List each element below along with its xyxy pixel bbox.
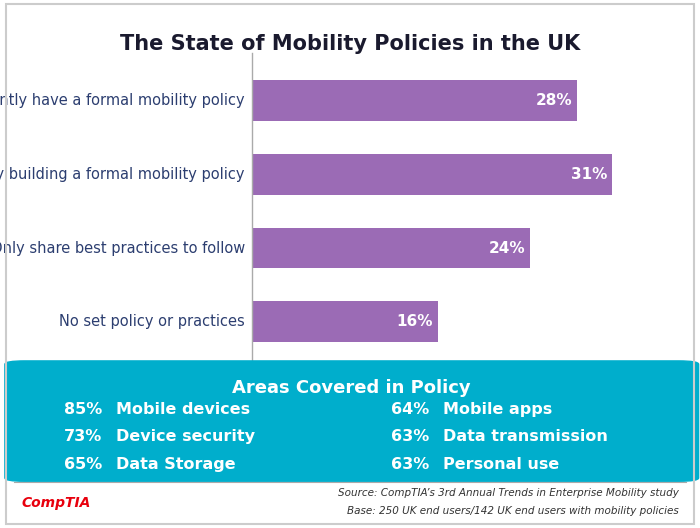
- Text: Device security: Device security: [116, 429, 255, 445]
- Text: 64%: 64%: [391, 402, 429, 417]
- Text: 73%: 73%: [64, 429, 102, 445]
- Text: Currently building a formal mobility policy: Currently building a formal mobility pol…: [0, 167, 245, 182]
- Text: Only share best practices to follow: Only share best practices to follow: [0, 241, 245, 256]
- Text: Mobile devices: Mobile devices: [116, 402, 251, 417]
- FancyBboxPatch shape: [5, 361, 699, 481]
- Text: Personal use: Personal use: [443, 457, 559, 472]
- Text: 16%: 16%: [396, 314, 433, 329]
- Text: Data transmission: Data transmission: [443, 429, 608, 445]
- Text: Base: 250 UK end users/142 UK end users with mobility policies: Base: 250 UK end users/142 UK end users …: [347, 506, 679, 516]
- Text: 63%: 63%: [391, 429, 429, 445]
- Text: Mobile apps: Mobile apps: [443, 402, 552, 417]
- Text: Areas Covered in Policy: Areas Covered in Policy: [232, 379, 471, 397]
- Text: 24%: 24%: [489, 241, 526, 256]
- Bar: [252, 154, 612, 195]
- Bar: [252, 228, 531, 268]
- Text: Currently have a formal mobility policy: Currently have a formal mobility policy: [0, 93, 245, 108]
- Text: 63%: 63%: [391, 457, 429, 472]
- Text: Source: CompTIA’s 3rd Annual Trends in Enterprise Mobility study: Source: CompTIA’s 3rd Annual Trends in E…: [338, 488, 679, 498]
- Text: The State of Mobility Policies in the UK: The State of Mobility Policies in the UK: [120, 34, 580, 54]
- Bar: [252, 80, 577, 121]
- Text: Data Storage: Data Storage: [116, 457, 236, 472]
- Text: 31%: 31%: [570, 167, 607, 182]
- Bar: [252, 301, 438, 342]
- Text: 28%: 28%: [536, 93, 572, 108]
- Text: 65%: 65%: [64, 457, 102, 472]
- Text: No set policy or practices: No set policy or practices: [60, 314, 245, 329]
- Text: 85%: 85%: [64, 402, 102, 417]
- Text: CompTIA: CompTIA: [21, 496, 90, 510]
